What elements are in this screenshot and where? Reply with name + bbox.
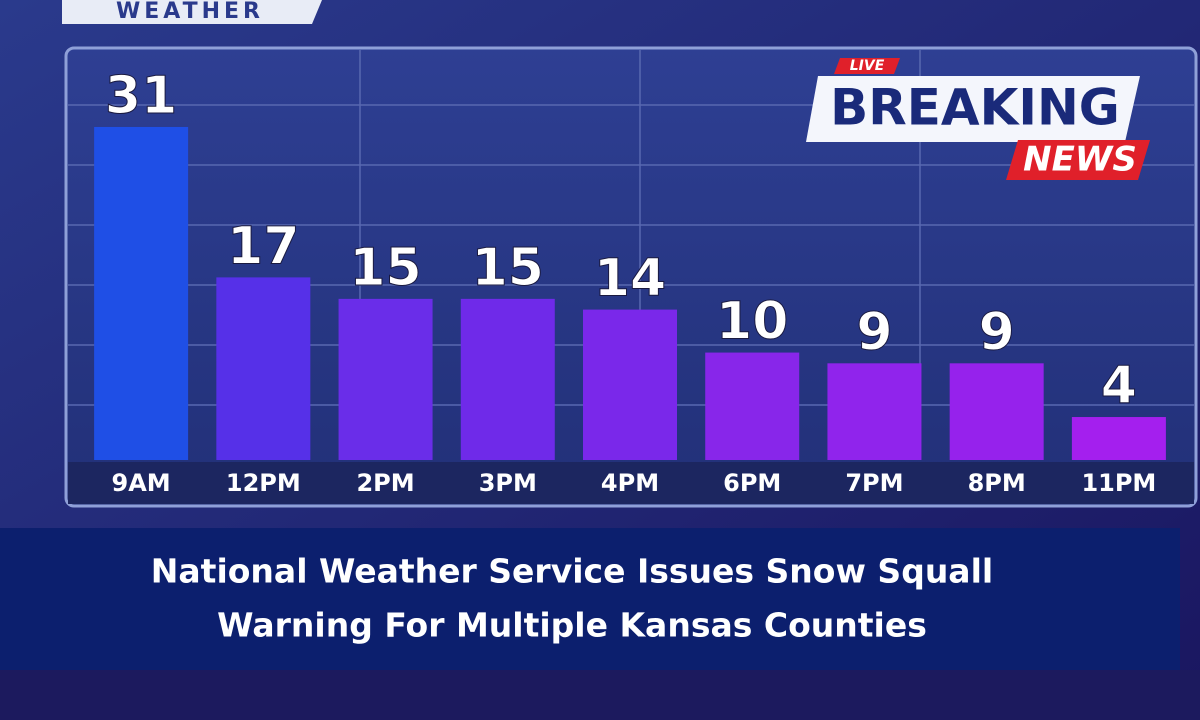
value-label: 17 [227,216,299,276]
category-strip [68,462,1194,504]
bar [460,298,555,460]
bar [216,277,311,460]
x-tick-label: 2PM [356,469,414,497]
bar [338,298,433,460]
bar [94,126,189,460]
value-label: 9 [856,302,892,362]
news-label: NEWS [1023,140,1137,180]
breaking-badge: LIVE BREAKING NEWS [806,58,1150,180]
breaking-label: BREAKING [830,79,1120,137]
bar [827,363,922,460]
live-box [834,58,900,74]
value-label: 14 [594,249,666,309]
x-tick-label: 11PM [1081,469,1156,497]
x-tick-label: 3PM [479,469,537,497]
x-tick-label: 7PM [845,469,903,497]
headline-line: National Weather Service Issues Snow Squ… [151,552,993,591]
value-label: 9 [979,302,1015,362]
x-tick-label: 12PM [226,469,301,497]
bars: 9AM 31 12PM 17 2PM 15 3PM 15 4PM 14 6PM 10 7PM 9 8PM 9 1… [94,65,1166,497]
x-tick-label: 8PM [968,469,1026,497]
x-tick-label: 6PM [723,469,781,497]
x-tick-label: 4PM [601,469,659,497]
bar [1071,417,1166,460]
breaking-box [806,76,1140,142]
value-label: 10 [716,292,788,352]
value-label: 31 [105,66,177,126]
headline-band [0,528,1180,670]
weather-tab [62,0,322,24]
bar [705,352,800,460]
bar [949,363,1044,460]
value-label: 15 [472,238,544,298]
live-label: LIVE [850,58,885,74]
bottom-band [0,670,1200,720]
headline-line: Warning For Multiple Kansas Counties [217,606,927,645]
bar [583,309,677,460]
news-box [1006,140,1150,180]
value-label: 15 [349,238,421,298]
weather-label: WEATHER [116,0,264,24]
x-tick-label: 9AM [112,469,171,497]
value-label: 4 [1101,356,1137,416]
